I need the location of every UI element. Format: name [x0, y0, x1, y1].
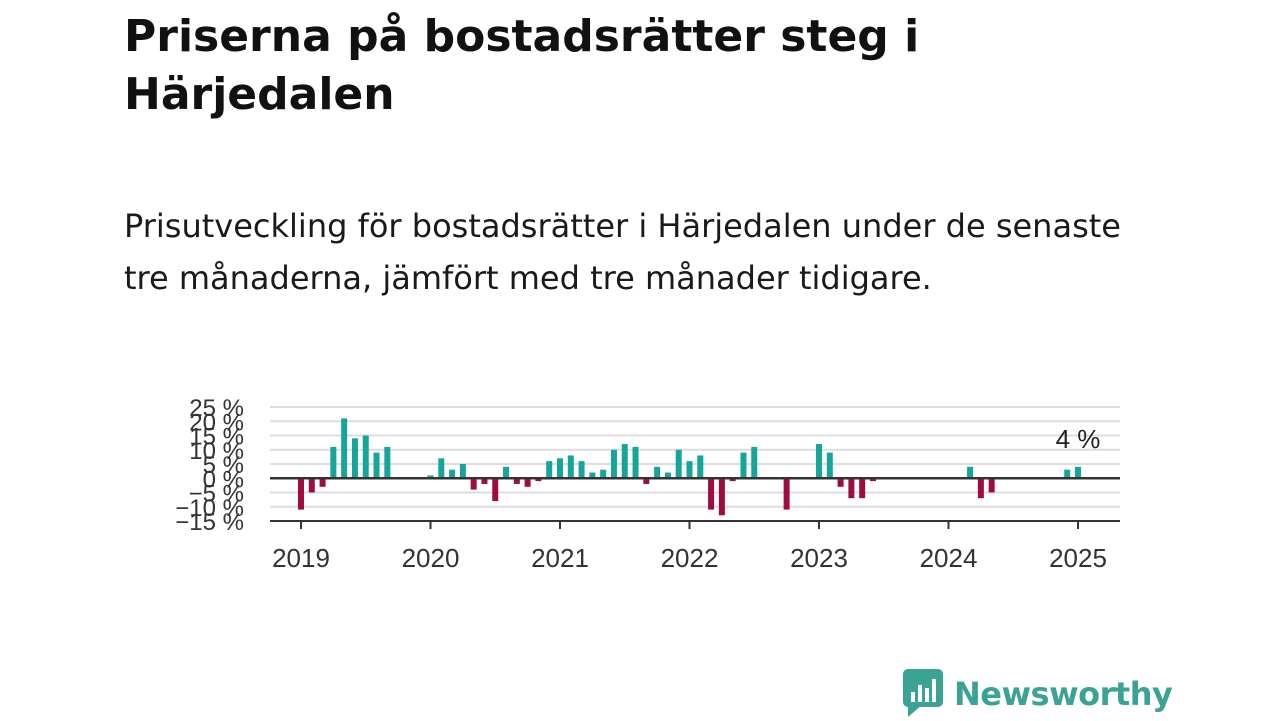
bar — [1075, 466, 1081, 479]
y-tick-label: 5 % — [203, 452, 244, 479]
x-tick-label: 2025 — [1049, 543, 1107, 573]
bar — [427, 475, 434, 479]
bar — [686, 461, 693, 479]
y-tick-label: −15 % — [175, 509, 244, 536]
bar — [967, 466, 974, 479]
bar — [729, 478, 736, 482]
x-tick-label: 2020 — [402, 543, 460, 573]
bar — [362, 435, 369, 479]
bar — [319, 478, 326, 487]
bar — [557, 458, 563, 479]
x-tick-label: 2022 — [661, 543, 719, 573]
y-tick-label: 15 % — [189, 424, 244, 451]
bar — [675, 449, 682, 479]
bar — [621, 444, 628, 479]
bar — [535, 478, 542, 482]
brand-logo[interactable]: Newsworthy — [902, 667, 1173, 721]
axes — [270, 477, 1120, 529]
bar — [610, 449, 617, 479]
bar — [826, 452, 833, 479]
bar — [513, 478, 520, 484]
x-tick-label: 2024 — [920, 543, 978, 573]
bar — [697, 455, 704, 479]
bar — [330, 446, 337, 479]
bar — [373, 452, 380, 479]
bar — [988, 478, 995, 493]
bar — [341, 418, 348, 479]
chart-title: Priserna på bostadsrätter steg i Härjeda… — [124, 11, 920, 120]
bar — [578, 461, 585, 479]
x-tick-label: 2019 — [272, 543, 330, 573]
bar — [664, 472, 671, 479]
bar — [654, 466, 661, 479]
bar — [503, 466, 510, 479]
bar — [308, 478, 315, 493]
y-tick-label: 0 % — [203, 466, 244, 493]
bar — [470, 478, 477, 490]
bar — [384, 446, 391, 479]
brand-name: Newsworthy — [954, 675, 1173, 713]
y-tick-label: 25 % — [189, 395, 244, 422]
latest-value-label: 4 % — [1056, 424, 1101, 454]
gridlines — [270, 406, 1120, 522]
bar — [524, 478, 531, 487]
bar — [459, 464, 466, 479]
bar — [438, 458, 445, 479]
bar — [481, 478, 488, 484]
bar — [783, 478, 790, 510]
bar — [977, 478, 984, 499]
bar — [589, 472, 596, 479]
bar — [492, 478, 499, 502]
bar — [837, 478, 844, 487]
y-tick-label: −5 % — [189, 481, 244, 508]
bar — [600, 469, 607, 479]
bar — [567, 455, 574, 479]
y-tick-label: −10 % — [175, 495, 244, 522]
bar — [708, 478, 715, 510]
x-tick-label: 2021 — [531, 543, 589, 573]
bar — [632, 446, 639, 479]
bar — [740, 452, 747, 479]
bar — [546, 461, 553, 479]
bar — [869, 478, 876, 482]
bar — [859, 478, 866, 499]
bar — [848, 478, 855, 499]
bars — [298, 418, 1081, 516]
bar — [449, 469, 456, 479]
bar — [718, 478, 725, 516]
x-tick-label: 2023 — [790, 543, 848, 573]
y-tick-label: 20 % — [189, 409, 244, 436]
newsworthy-logo-icon — [902, 667, 944, 721]
bar — [351, 438, 358, 479]
bar — [643, 478, 650, 484]
bar — [1064, 469, 1071, 479]
bar — [816, 444, 822, 479]
bar — [298, 478, 304, 510]
chart-subtitle: Prisutveckling för bostadsrätter i Härje… — [124, 207, 1121, 297]
bar — [751, 446, 758, 479]
y-tick-label: 10 % — [189, 438, 244, 465]
labels: 25 %20 %15 %10 %5 %0 %−5 %−10 %−15 % 2019… — [175, 395, 1107, 573]
